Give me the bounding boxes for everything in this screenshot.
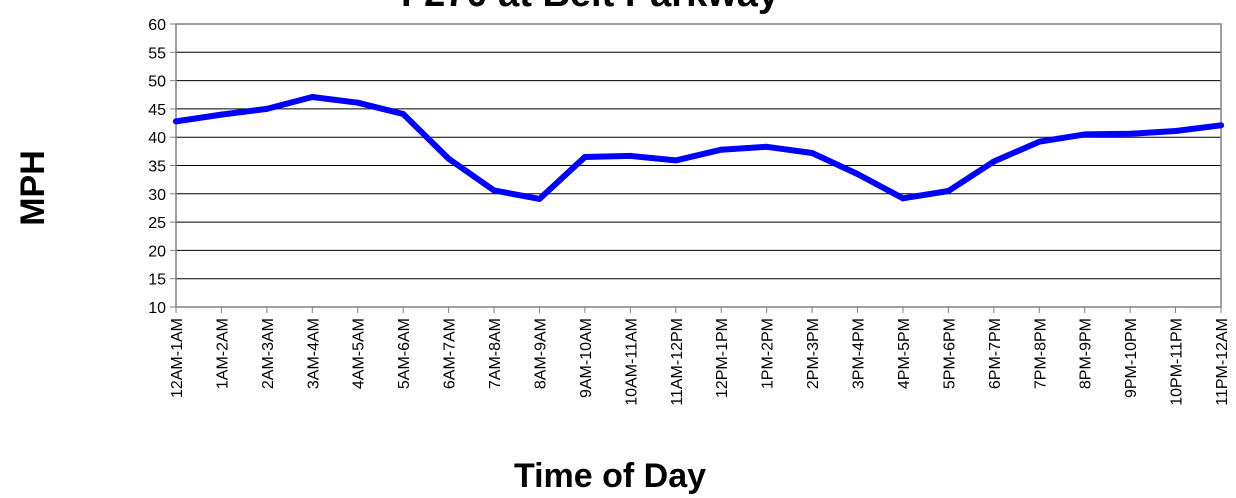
y-tick-label: 15 <box>148 272 166 289</box>
data-point <box>309 94 316 101</box>
x-tick-label: 4AM-5AM <box>351 318 368 389</box>
y-tick-label: 50 <box>148 74 166 91</box>
data-point <box>173 118 179 125</box>
x-axis-ticks: 12AM-1AM 1AM-2AM 2AM-3AM 3AM-4AM 4AM-5AM 5AM-… <box>169 307 1231 406</box>
y-tick-label: 10 <box>148 300 166 317</box>
x-tick-label: 3PM-4PM <box>851 318 868 389</box>
data-point <box>354 99 361 106</box>
data-point <box>218 111 225 118</box>
x-axis-title: Time of Day <box>514 457 706 495</box>
x-tick-label: 3AM-4AM <box>305 318 322 389</box>
x-tick-label: 10PM-11PM <box>1169 318 1186 406</box>
data-point <box>809 150 816 157</box>
y-tick-label: 20 <box>148 243 166 260</box>
x-tick-label: 2AM-3AM <box>260 318 277 389</box>
y-tick-label: 55 <box>148 45 166 62</box>
data-points <box>173 94 1224 202</box>
data-point <box>763 143 770 150</box>
data-point <box>1081 131 1088 138</box>
x-tick-label: 9AM-10AM <box>578 318 595 398</box>
x-tick-label: 2PM-3PM <box>805 318 822 389</box>
data-point <box>627 152 634 159</box>
data-point <box>945 187 952 194</box>
x-tick-label: 1AM-2AM <box>214 318 231 389</box>
x-tick-label: 5PM-6PM <box>941 318 958 389</box>
y-tick-label: 30 <box>148 187 166 204</box>
data-point <box>1218 122 1224 129</box>
data-point <box>581 154 588 161</box>
data-point <box>491 187 498 194</box>
x-tick-label: 8PM-9PM <box>1078 318 1095 389</box>
x-tick-label: 6AM-7AM <box>442 318 459 389</box>
y-tick-label: 60 <box>148 17 166 34</box>
data-point <box>718 146 725 153</box>
data-point <box>672 157 679 164</box>
data-point <box>1127 130 1134 137</box>
grid-lines <box>176 51 1221 280</box>
data-point <box>263 105 270 112</box>
series-line <box>173 94 1224 202</box>
data-point <box>990 158 997 165</box>
x-tick-label: 1PM-2PM <box>760 318 777 389</box>
y-tick-label: 25 <box>148 215 166 232</box>
data-point <box>536 195 543 202</box>
data-point <box>1036 138 1043 145</box>
chart-title: I-270 at Belt Parkway <box>401 0 779 15</box>
x-tick-label: 5AM-6AM <box>396 318 413 389</box>
data-point <box>854 170 861 177</box>
y-tick-label: 45 <box>148 102 166 119</box>
y-axis-ticks: 10 15 20 25 30 35 40 45 50 55 60 <box>148 17 176 317</box>
x-tick-label: 8AM-9AM <box>532 318 549 389</box>
y-tick-label: 40 <box>148 130 166 147</box>
x-tick-label: 6PM-7PM <box>987 318 1004 389</box>
data-point <box>400 110 407 117</box>
x-tick-label: 10AM-11AM <box>623 318 640 406</box>
x-tick-label: 4PM-5PM <box>896 318 913 389</box>
x-tick-label: 7PM-8PM <box>1032 318 1049 389</box>
x-tick-label: 9PM-10PM <box>1123 318 1140 398</box>
data-point <box>899 195 906 202</box>
x-tick-label: 7AM-8AM <box>487 318 504 389</box>
x-tick-label: 12AM-1AM <box>169 318 186 398</box>
x-tick-label: 11AM-12PM <box>669 318 686 406</box>
y-axis-title: MPH <box>14 150 52 226</box>
x-tick-label: 12PM-1PM <box>714 318 731 398</box>
y-tick-label: 35 <box>148 159 166 176</box>
data-point <box>445 155 452 162</box>
data-point <box>1172 127 1179 134</box>
x-tick-label: 11PM-12AM <box>1214 318 1231 406</box>
